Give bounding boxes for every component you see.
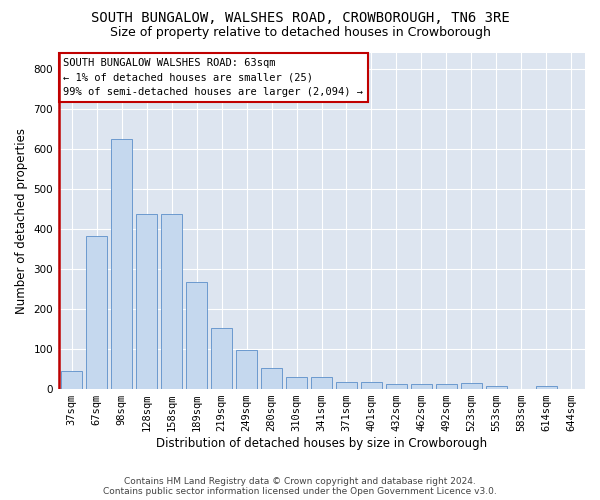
Bar [286,377,307,389]
Bar [186,282,207,389]
Bar [111,140,133,389]
Bar [211,328,232,389]
Bar [261,368,282,389]
Bar [336,382,357,389]
Bar [311,377,332,389]
Bar [86,236,107,389]
Bar [461,383,482,389]
Bar [161,214,182,389]
Bar [536,386,557,389]
Bar [411,384,432,389]
Bar [386,384,407,389]
Bar [486,386,507,389]
Text: SOUTH BUNGALOW, WALSHES ROAD, CROWBOROUGH, TN6 3RE: SOUTH BUNGALOW, WALSHES ROAD, CROWBOROUG… [91,12,509,26]
Text: Size of property relative to detached houses in Crowborough: Size of property relative to detached ho… [110,26,490,39]
Y-axis label: Number of detached properties: Number of detached properties [15,128,28,314]
Bar [436,384,457,389]
Text: Contains HM Land Registry data © Crown copyright and database right 2024.
Contai: Contains HM Land Registry data © Crown c… [103,476,497,496]
Bar [136,214,157,389]
X-axis label: Distribution of detached houses by size in Crowborough: Distribution of detached houses by size … [156,437,487,450]
Bar [61,371,82,389]
Bar [236,350,257,389]
Bar [361,382,382,389]
Text: SOUTH BUNGALOW WALSHES ROAD: 63sqm
← 1% of detached houses are smaller (25)
99% : SOUTH BUNGALOW WALSHES ROAD: 63sqm ← 1% … [64,58,364,97]
